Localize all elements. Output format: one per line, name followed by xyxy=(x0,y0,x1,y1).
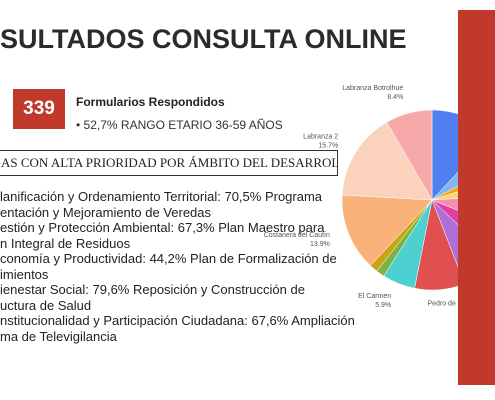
list-item: nstitucionalidad y Participación Ciudada… xyxy=(0,313,355,345)
list-item: ienestar Social: 79,6% Reposición y Cons… xyxy=(0,282,305,314)
item-line: n Integral de Residuos xyxy=(0,236,131,251)
slice-label: Costanera del Cautín xyxy=(264,232,330,239)
item-line: conomía y Productividad: 44,2% Plan de F… xyxy=(0,251,337,266)
list-item: estión y Protección Ambiental: 67,3% Pla… xyxy=(0,220,324,252)
item-line: estión y Protección Ambiental: 67,3% Pla… xyxy=(0,220,325,235)
side-panel xyxy=(458,10,495,385)
list-item: conomía y Productividad: 44,2% Plan de F… xyxy=(0,251,337,283)
stat-bullet: • 52,7% RANGO ETARIO 36-59 AÑOS xyxy=(76,118,283,132)
item-line: nstitucionalidad y Participación Ciudada… xyxy=(0,313,355,328)
stat-number: 339 xyxy=(13,89,65,129)
item-line: lanificación y Ordenamiento Territorial:… xyxy=(0,189,323,204)
item-line: entación y Mejoramiento de Veredas xyxy=(0,205,212,220)
item-line: ienestar Social: 79,6% Reposición y Cons… xyxy=(0,282,305,297)
section-heading: AS CON ALTA PRIORIDAD POR ÁMBITO DEL DES… xyxy=(0,150,338,176)
slice-value: 15.7% xyxy=(318,143,338,150)
slice-label: El Carmen xyxy=(358,293,391,300)
slice-value: 13.9% xyxy=(310,241,330,248)
slice-label: Pedro de xyxy=(427,301,456,308)
pie-slice xyxy=(341,121,433,201)
slice-label: Labranza Botrolhue xyxy=(342,85,403,92)
pie-slice xyxy=(386,109,433,201)
slice-value: 8.4% xyxy=(387,94,403,101)
pie-slice xyxy=(341,194,433,266)
slice-value: 5.9% xyxy=(375,302,391,309)
bullet-text: 52,7% RANGO ETARIO 36-59 AÑOS xyxy=(83,118,283,132)
slice-label: Labranza 2 xyxy=(303,134,338,141)
stat-label: Formularios Respondidos xyxy=(76,95,225,109)
item-line: ma de Televigilancia xyxy=(0,329,117,344)
list-item: lanificación y Ordenamiento Territorial:… xyxy=(0,189,322,221)
item-line: uctura de Salud xyxy=(0,298,92,313)
title: SULTADOS CONSULTA ONLINE xyxy=(0,24,407,54)
item-line: imientos xyxy=(0,267,49,282)
